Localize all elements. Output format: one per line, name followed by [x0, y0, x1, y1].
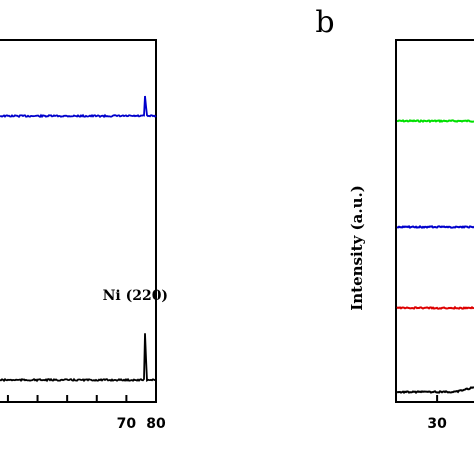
panel-a-x-tick-label: 80	[146, 416, 166, 432]
panel-a: 70 80 Ni (220)	[0, 39, 168, 432]
panel-b-label: b	[315, 5, 334, 40]
panel-b-frame	[395, 39, 474, 403]
panel-a-frame	[0, 39, 157, 403]
panel-b-series	[396, 119, 474, 394]
panel-b-series-line	[396, 225, 474, 229]
panel-a-series-line	[0, 333, 157, 383]
y-axis-label: Intensity (a.u.)	[348, 185, 366, 311]
panel-b-series-line	[396, 119, 474, 124]
panel-b: b Intensity (a.u.) 30	[315, 5, 474, 432]
panel-b-series-line	[396, 305, 474, 310]
panel-a-series	[0, 95, 157, 383]
panel-a-x-tick-label: 70	[117, 416, 137, 432]
panel-b-x-ticks: 30	[427, 395, 447, 432]
panel-b-x-tick-label: 30	[427, 416, 447, 432]
ni-220-annotation: Ni (220)	[103, 288, 168, 304]
panel-a-x-ticks: 70 80	[6, 395, 166, 432]
panel-b-series-line	[396, 386, 474, 394]
panel-a-series-line	[0, 95, 157, 119]
